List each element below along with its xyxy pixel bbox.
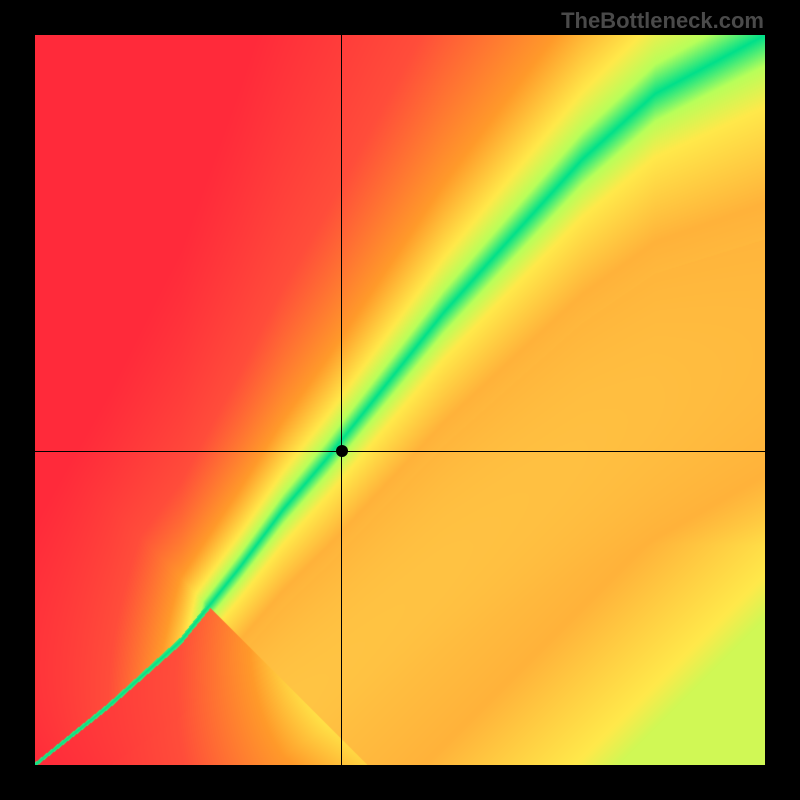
crosshair-vertical [341, 35, 342, 765]
crosshair-horizontal [35, 451, 765, 452]
crosshair-marker [336, 445, 348, 457]
watermark-text: TheBottleneck.com [561, 8, 764, 34]
heatmap-chart [35, 35, 765, 765]
heatmap-canvas [35, 35, 765, 765]
